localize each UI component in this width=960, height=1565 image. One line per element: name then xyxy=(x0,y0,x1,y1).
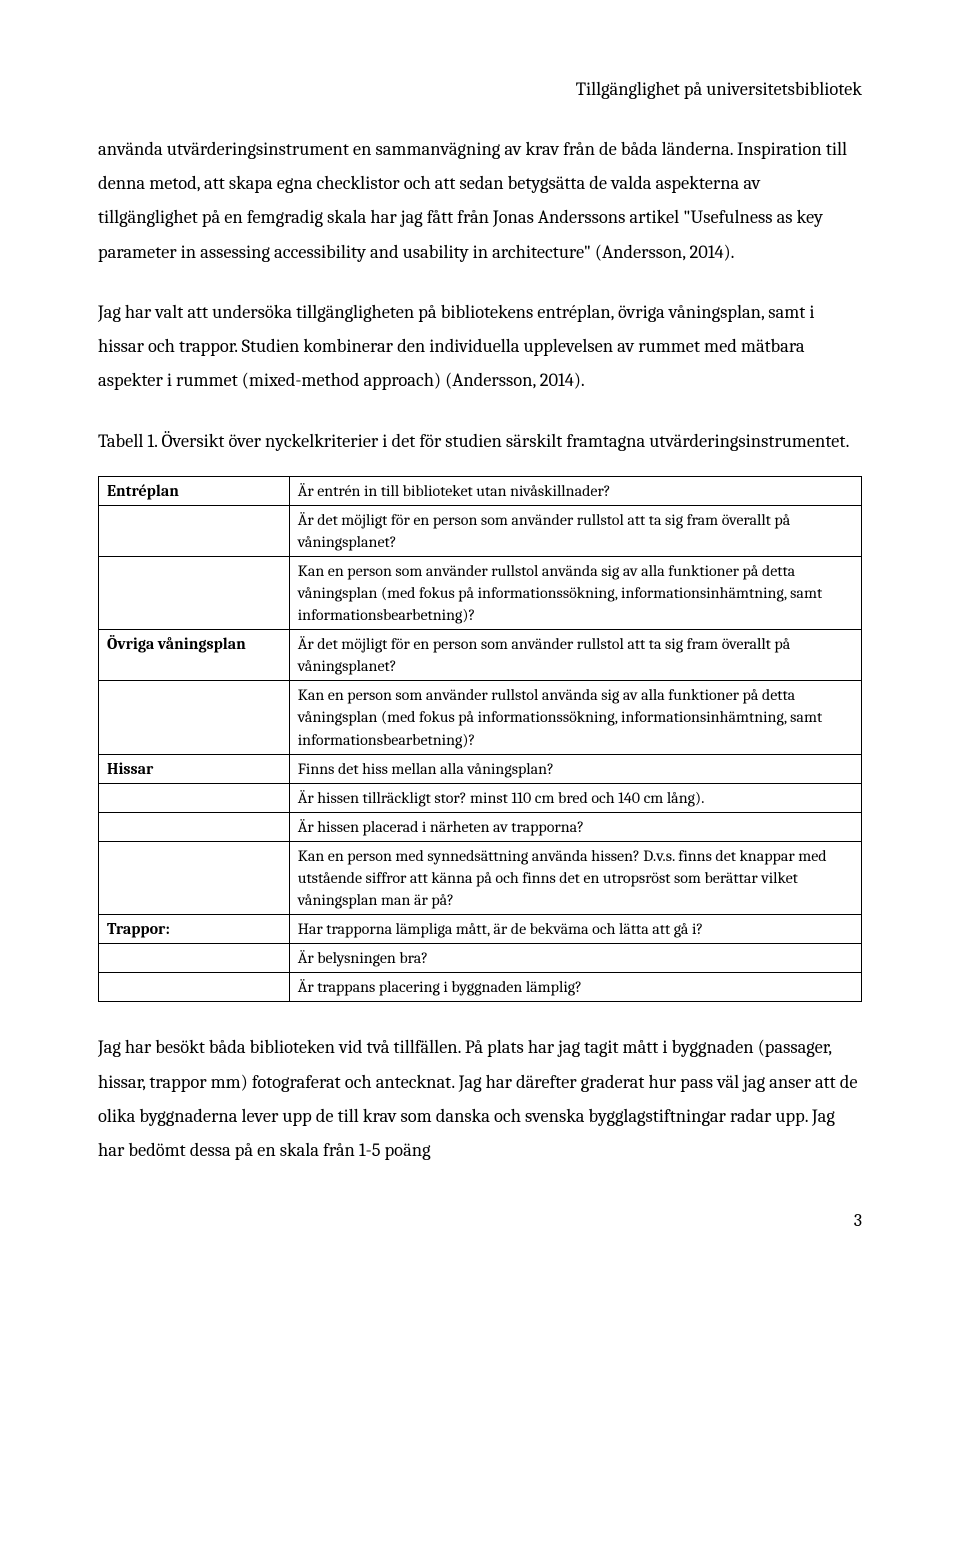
document-page: Tillgänglighet på universitetsbibliotek … xyxy=(0,0,960,1253)
row-value: Kan en person som använder rullstol anvä… xyxy=(289,556,861,629)
row-label xyxy=(99,841,290,914)
row-label xyxy=(99,505,290,556)
row-label xyxy=(99,944,290,973)
row-value: Finns det hiss mellan alla våningsplan? xyxy=(289,754,861,783)
table-row: Kan en person med synnedsättning använda… xyxy=(99,841,862,914)
table-row: Är det möjligt för en person som använde… xyxy=(99,505,862,556)
row-value: Är det möjligt för en person som använde… xyxy=(289,630,861,681)
row-value: Är trappans placering i byggnaden lämpli… xyxy=(289,973,861,1002)
row-label xyxy=(99,783,290,812)
table-row: Kan en person som använder rullstol anvä… xyxy=(99,681,862,754)
row-value: Är hissen tillräckligt stor? minst 110 c… xyxy=(289,783,861,812)
page-number: 3 xyxy=(854,1210,862,1231)
table-row: Trappor: Har trapporna lämpliga mått, är… xyxy=(99,915,862,944)
row-label xyxy=(99,556,290,629)
running-header: Tillgänglighet på universitetsbibliotek xyxy=(98,78,862,100)
row-label: Entréplan xyxy=(99,476,290,505)
table-row: Är hissen tillräckligt stor? minst 110 c… xyxy=(99,783,862,812)
row-value: Kan en person med synnedsättning använda… xyxy=(289,841,861,914)
table-body: Entréplan Är entrén in till biblioteket … xyxy=(99,476,862,1002)
paragraph-1: använda utvärderingsinstrument en samman… xyxy=(98,132,862,269)
paragraph-2: Jag har valt att undersöka tillgänglighe… xyxy=(98,295,862,398)
table-row: Entréplan Är entrén in till biblioteket … xyxy=(99,476,862,505)
row-value: Är entrén in till biblioteket utan nivås… xyxy=(289,476,861,505)
row-value: Är det möjligt för en person som använde… xyxy=(289,505,861,556)
row-label: Trappor: xyxy=(99,915,290,944)
row-label xyxy=(99,973,290,1002)
row-value: Är belysningen bra? xyxy=(289,944,861,973)
row-label xyxy=(99,812,290,841)
table-row: Kan en person som använder rullstol anvä… xyxy=(99,556,862,629)
table-row: Övriga våningsplan Är det möjligt för en… xyxy=(99,630,862,681)
table-caption: Tabell 1. Översikt över nyckelkriterier … xyxy=(98,424,862,458)
table-row: Är trappans placering i byggnaden lämpli… xyxy=(99,973,862,1002)
criteria-table: Entréplan Är entrén in till biblioteket … xyxy=(98,476,862,1003)
table-row: Hissar Finns det hiss mellan alla våning… xyxy=(99,754,862,783)
table-row: Är belysningen bra? xyxy=(99,944,862,973)
row-value: Är hissen placerad i närheten av trappor… xyxy=(289,812,861,841)
table-row: Är hissen placerad i närheten av trappor… xyxy=(99,812,862,841)
paragraph-3: Jag har besökt båda biblioteken vid två … xyxy=(98,1030,862,1167)
row-label xyxy=(99,681,290,754)
row-label: Hissar xyxy=(99,754,290,783)
row-label: Övriga våningsplan xyxy=(99,630,290,681)
row-value: Har trapporna lämpliga mått, är de bekvä… xyxy=(289,915,861,944)
row-value: Kan en person som använder rullstol anvä… xyxy=(289,681,861,754)
